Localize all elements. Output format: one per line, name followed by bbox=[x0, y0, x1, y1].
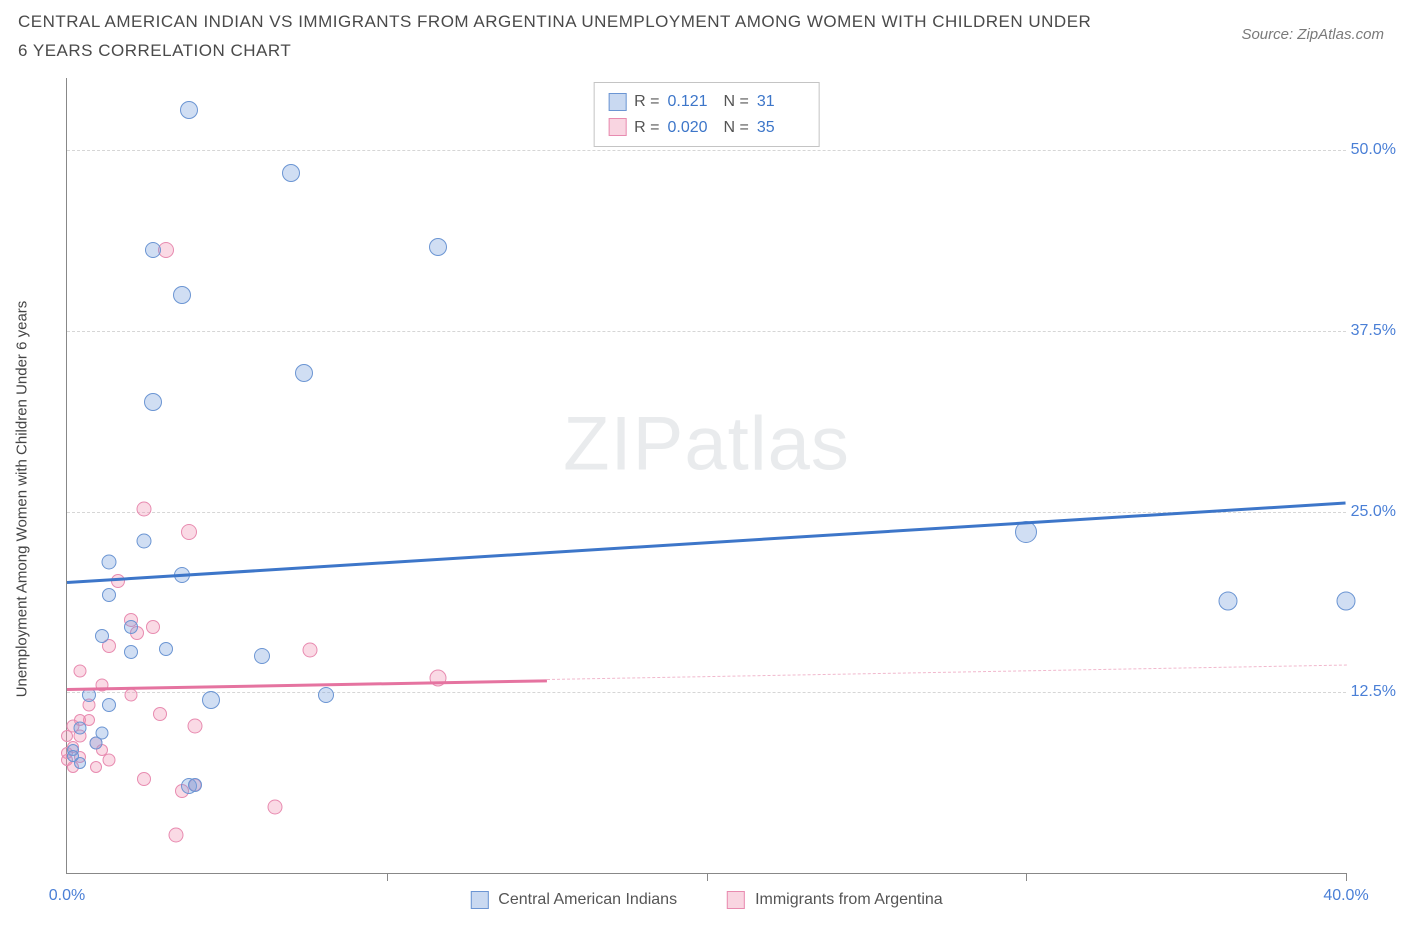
data-point-pink bbox=[168, 828, 183, 843]
data-point-blue bbox=[188, 778, 202, 792]
data-point-blue bbox=[318, 687, 334, 703]
data-point-pink bbox=[73, 664, 86, 677]
legend-swatch-blue bbox=[470, 891, 488, 909]
data-point-pink bbox=[61, 730, 73, 742]
data-point-blue bbox=[1218, 592, 1237, 611]
x-tick-label: 40.0% bbox=[1323, 887, 1368, 905]
trendline-pink-dashed bbox=[547, 665, 1346, 680]
y-tick-label: 37.5% bbox=[1346, 322, 1396, 340]
legend-swatch-pink bbox=[608, 118, 626, 136]
data-point-pink bbox=[303, 643, 318, 658]
data-point-pink bbox=[267, 799, 282, 814]
data-point-pink bbox=[90, 761, 102, 773]
data-point-pink bbox=[124, 689, 137, 702]
gridline-h bbox=[67, 331, 1346, 332]
data-point-blue bbox=[295, 364, 313, 382]
y-axis-label: Unemployment Among Women with Children U… bbox=[14, 301, 31, 698]
data-point-pink bbox=[187, 718, 202, 733]
y-tick-label: 50.0% bbox=[1346, 141, 1396, 159]
data-point-blue bbox=[180, 101, 198, 119]
data-point-blue bbox=[96, 726, 109, 739]
data-point-blue bbox=[136, 533, 151, 548]
data-point-blue bbox=[159, 642, 173, 656]
data-point-blue bbox=[101, 555, 116, 570]
x-tick-label: 0.0% bbox=[49, 887, 85, 905]
data-point-pink bbox=[146, 620, 160, 634]
trendline-pink bbox=[67, 679, 547, 691]
data-point-pink bbox=[181, 524, 197, 540]
legend-label-blue: Central American Indians bbox=[498, 891, 677, 909]
gridline-h bbox=[67, 150, 1346, 151]
gridline-h bbox=[67, 692, 1346, 693]
legend-swatch-blue bbox=[608, 93, 626, 111]
legend-label-pink: Immigrants from Argentina bbox=[755, 891, 943, 909]
data-point-blue bbox=[173, 286, 191, 304]
data-point-blue bbox=[202, 691, 220, 709]
data-point-blue bbox=[145, 242, 161, 258]
data-point-blue bbox=[73, 722, 86, 735]
data-point-blue bbox=[95, 629, 109, 643]
legend-stats: R = 0.121 N = 31 R = 0.020 N = 35 bbox=[593, 82, 820, 147]
chart-container: Unemployment Among Women with Children U… bbox=[36, 78, 1396, 920]
data-point-blue bbox=[429, 238, 447, 256]
data-point-blue bbox=[124, 645, 138, 659]
chart-title: CENTRAL AMERICAN INDIAN VS IMMIGRANTS FR… bbox=[18, 8, 1098, 66]
data-point-blue bbox=[1337, 592, 1356, 611]
data-point-blue bbox=[282, 164, 300, 182]
data-point-blue bbox=[254, 648, 270, 664]
data-point-pink bbox=[136, 501, 151, 516]
y-tick-label: 12.5% bbox=[1346, 683, 1396, 701]
source-label: Source: ZipAtlas.com bbox=[1241, 26, 1384, 43]
y-tick-label: 25.0% bbox=[1346, 503, 1396, 521]
data-point-blue bbox=[124, 620, 138, 634]
data-point-pink bbox=[137, 772, 151, 786]
data-point-pink bbox=[153, 707, 167, 721]
data-point-blue bbox=[102, 698, 116, 712]
plot-area: ZIPatlas R = 0.121 N = 31 R = 0.020 N = … bbox=[66, 78, 1346, 874]
trendline-blue bbox=[67, 502, 1346, 584]
legend-series: Central American Indians Immigrants from… bbox=[470, 891, 942, 909]
data-point-blue bbox=[144, 393, 162, 411]
data-point-blue bbox=[67, 750, 79, 762]
data-point-blue bbox=[102, 588, 116, 602]
watermark: ZIPatlas bbox=[563, 400, 850, 487]
legend-swatch-pink bbox=[727, 891, 745, 909]
